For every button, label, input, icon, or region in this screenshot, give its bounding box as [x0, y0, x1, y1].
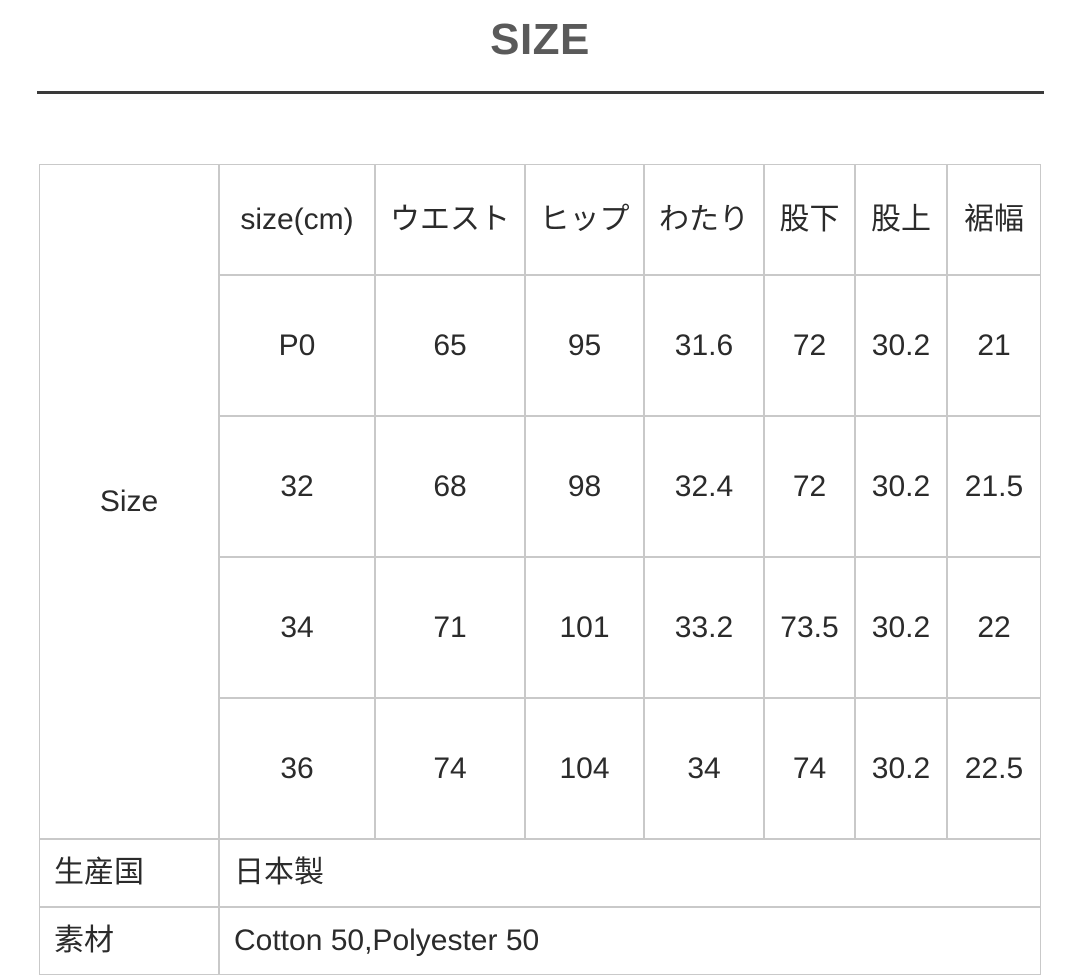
column-header-size: size(cm) [219, 164, 375, 276]
cell-waist: 74 [375, 698, 525, 840]
cell-rise: 30.2 [855, 698, 947, 840]
page-title: SIZE [490, 15, 590, 64]
cell-size: 32 [219, 416, 375, 558]
cell-rise: 30.2 [855, 557, 947, 699]
info-value-material: Cotton 50,Polyester 50 [219, 907, 1041, 975]
cell-size: 34 [219, 557, 375, 699]
cell-thigh: 34 [644, 698, 764, 840]
cell-waist: 71 [375, 557, 525, 699]
cell-inseam: 72 [764, 275, 855, 417]
column-header-hip: ヒップ [525, 164, 644, 276]
info-label-country: 生産国 [39, 839, 219, 908]
size-table: Size size(cm) ウエスト ヒップ わたり 股下 股上 裾幅 P0 6… [39, 164, 1041, 975]
title-divider [36, 91, 1044, 95]
cell-inseam: 72 [764, 416, 855, 558]
cell-size: 36 [219, 698, 375, 840]
info-value-country: 日本製 [219, 839, 1041, 908]
cell-rise: 30.2 [855, 275, 947, 417]
column-header-thigh: わたり [644, 164, 764, 276]
cell-hip: 98 [525, 416, 644, 558]
table-row: 36 74 104 34 74 30.2 22.5 [39, 698, 1041, 840]
cell-hip: 104 [525, 698, 644, 840]
column-header-hem: 裾幅 [947, 164, 1041, 276]
column-header-waist: ウエスト [375, 164, 525, 276]
cell-waist: 65 [375, 275, 525, 417]
row-label-size: Size [39, 164, 219, 840]
cell-hip: 95 [525, 275, 644, 417]
cell-thigh: 31.6 [644, 275, 764, 417]
cell-hip: 101 [525, 557, 644, 699]
column-header-rise: 股上 [855, 164, 947, 276]
info-label-material: 素材 [39, 907, 219, 975]
size-table-wrapper: Size size(cm) ウエスト ヒップ わたり 股下 股上 裾幅 P0 6… [39, 94, 1041, 975]
size-table-body: Size size(cm) ウエスト ヒップ わたり 股下 股上 裾幅 P0 6… [39, 164, 1041, 975]
column-header-inseam: 股下 [764, 164, 855, 276]
table-row: P0 65 95 31.6 72 30.2 21 [39, 275, 1041, 417]
cell-size: P0 [219, 275, 375, 417]
table-row: 32 68 98 32.4 72 30.2 21.5 [39, 416, 1041, 558]
cell-thigh: 32.4 [644, 416, 764, 558]
cell-hem: 21.5 [947, 416, 1041, 558]
info-row-material: 素材 Cotton 50,Polyester 50 [39, 907, 1041, 975]
info-row-country: 生産国 日本製 [39, 839, 1041, 908]
table-row: 34 71 101 33.2 73.5 30.2 22 [39, 557, 1041, 699]
title-block: SIZE [0, 0, 1080, 64]
cell-hem: 22.5 [947, 698, 1041, 840]
cell-hem: 21 [947, 275, 1041, 417]
cell-rise: 30.2 [855, 416, 947, 558]
table-header-row: Size size(cm) ウエスト ヒップ わたり 股下 股上 裾幅 [39, 164, 1041, 840]
cell-inseam: 73.5 [764, 557, 855, 699]
cell-waist: 68 [375, 416, 525, 558]
cell-thigh: 33.2 [644, 557, 764, 699]
cell-hem: 22 [947, 557, 1041, 699]
cell-inseam: 74 [764, 698, 855, 840]
